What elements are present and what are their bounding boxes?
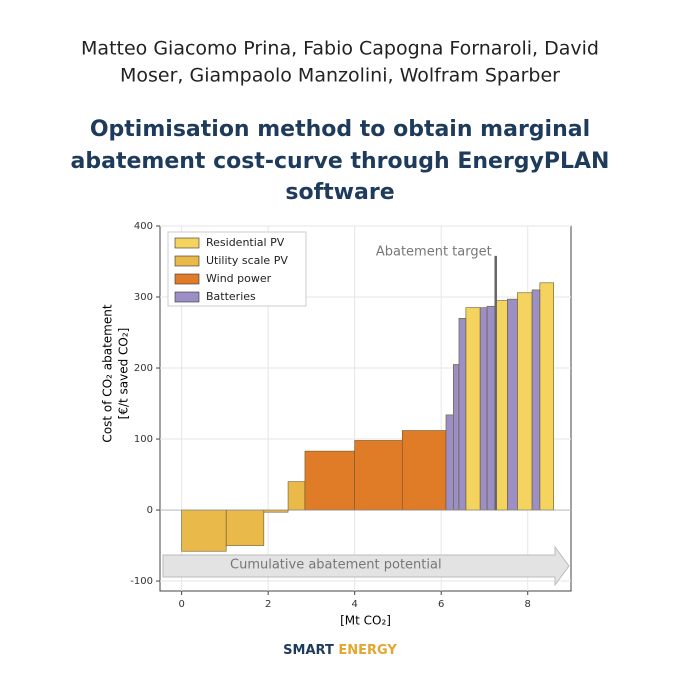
- x-tick-label: 2: [265, 599, 271, 610]
- y-tick-label: 200: [134, 363, 153, 374]
- bar: [495, 300, 508, 511]
- legend-label: Utility scale PV: [206, 254, 288, 267]
- x-axis-label: [Mt CO₂]: [340, 614, 391, 628]
- y-tick-label: 400: [134, 221, 153, 232]
- x-tick-label: 8: [525, 599, 531, 610]
- chart: -100 0 100 200 300 400 0 2 4 6 8 Cumulative abateme…: [101, 221, 572, 628]
- bar: [458, 318, 467, 511]
- bar: [401, 430, 447, 511]
- bar: [453, 364, 460, 511]
- authors-line: Matteo Giacomo Prina, Fabio Capogna Forn…: [81, 38, 599, 60]
- legend-label: Residential PV: [206, 236, 285, 249]
- title-line: software: [285, 180, 394, 205]
- annotation: Abatement target: [376, 244, 492, 259]
- arrow-label: Cumulative abatement potential: [230, 558, 442, 573]
- bar: [225, 509, 265, 546]
- y-tick-label: -100: [130, 576, 153, 587]
- bar: [445, 414, 454, 511]
- title-line: abatement cost-curve through EnergyPLAN: [71, 149, 610, 174]
- legend-swatch: [174, 291, 200, 303]
- x-tick-label: 0: [178, 599, 184, 610]
- y-tick-label: 100: [134, 434, 153, 445]
- bar: [287, 481, 306, 511]
- bar: [507, 298, 518, 511]
- cumulative-arrow: [162, 545, 570, 587]
- x-tick-label: 4: [351, 599, 357, 610]
- bar: [465, 307, 481, 511]
- footer-word: SMART: [283, 643, 334, 658]
- legend-swatch: [174, 273, 200, 285]
- footer-word: ENERGY: [338, 643, 397, 658]
- bar: [304, 450, 355, 511]
- bar: [354, 440, 403, 511]
- y-axis-label: [€/t saved CO₂]: [117, 328, 131, 420]
- y-axis-label: Cost of CO₂ abatement: [101, 304, 115, 442]
- bar: [263, 509, 289, 513]
- bar: [531, 289, 541, 511]
- legend-swatch: [174, 255, 200, 267]
- bar: [479, 307, 488, 511]
- title-line: Optimisation method to obtain marginal: [90, 117, 590, 142]
- y-tick-label: 300: [134, 292, 153, 303]
- legend-swatch: [174, 237, 200, 249]
- bar: [517, 292, 533, 511]
- bar: [486, 305, 497, 511]
- footer: SMART ENERGY: [283, 643, 397, 658]
- authors-line: Moser, Giampaolo Manzolini, Wolfram Spar…: [120, 65, 560, 87]
- legend-label: Wind power: [206, 272, 272, 285]
- y-tick-label: 0: [147, 505, 153, 516]
- x-tick-label: 6: [438, 599, 444, 610]
- bar: [539, 282, 554, 511]
- legend-label: Batteries: [206, 290, 256, 303]
- bar: [181, 509, 227, 552]
